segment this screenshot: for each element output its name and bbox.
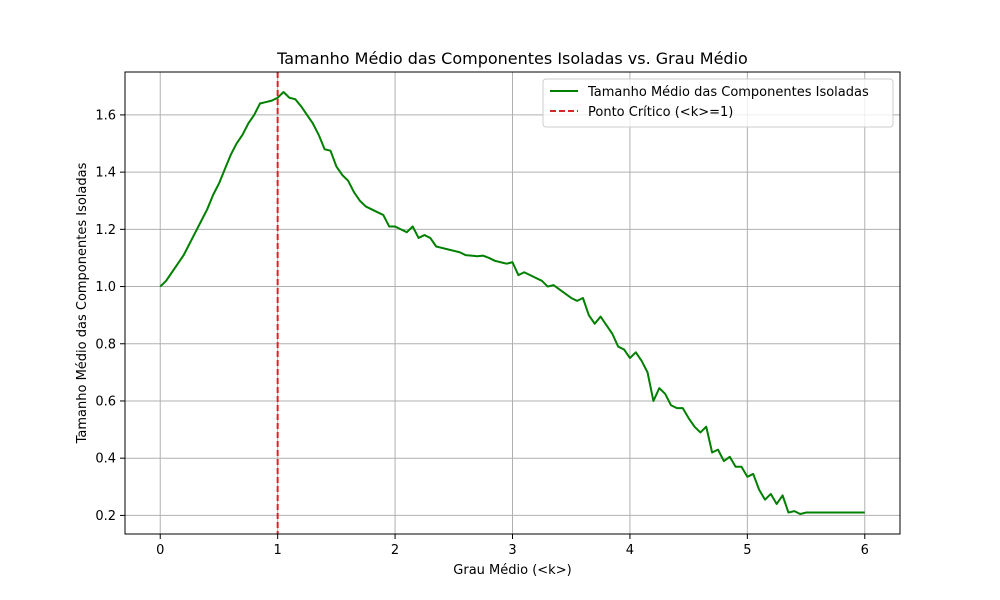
y-tick-label: 0.6 <box>95 394 116 409</box>
series-layer <box>159 72 865 534</box>
chart-title: Tamanho Médio das Componentes Isoladas v… <box>276 49 748 68</box>
y-tick-label: 0.2 <box>95 509 116 524</box>
y-axis-title: Tamanho Médio das Componentes Isoladas <box>75 162 90 444</box>
x-tick-label: 4 <box>626 543 634 558</box>
legend-box <box>542 78 894 128</box>
x-tick-label: 5 <box>743 543 751 558</box>
y-tick-label: 1.4 <box>95 166 116 181</box>
legend-label-main: Tamanho Médio das Componentes Isoladas <box>587 85 869 100</box>
x-tick-label: 3 <box>508 543 516 558</box>
x-tick-label: 1 <box>274 543 282 558</box>
y-tick-label: 1.2 <box>95 223 116 238</box>
x-tick-label: 0 <box>156 543 164 558</box>
ticks: 0 1 2 3 4 5 6 0.2 0.4 0.6 0.8 1.0 1.2 1.4 1.6 <box>95 108 869 558</box>
legend-label-critical: Ponto Crítico (<k>=1) <box>588 105 733 120</box>
x-tick-label: 2 <box>391 543 399 558</box>
x-axis-title: Grau Médio (<k>) <box>453 563 571 578</box>
y-tick-label: 1.0 <box>95 280 116 295</box>
y-tick-label: 0.4 <box>95 452 116 467</box>
y-tick-label: 1.6 <box>95 108 116 123</box>
x-tick-label: 6 <box>861 543 869 558</box>
y-tick-label: 0.8 <box>95 337 116 352</box>
legend: Tamanho Médio das Componentes Isoladas P… <box>542 78 894 128</box>
grid <box>125 72 900 534</box>
series-line-tamanho-medio <box>159 91 865 515</box>
